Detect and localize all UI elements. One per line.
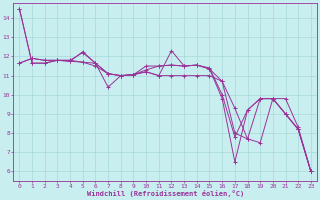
X-axis label: Windchill (Refroidissement éolien,°C): Windchill (Refroidissement éolien,°C)	[86, 190, 244, 197]
